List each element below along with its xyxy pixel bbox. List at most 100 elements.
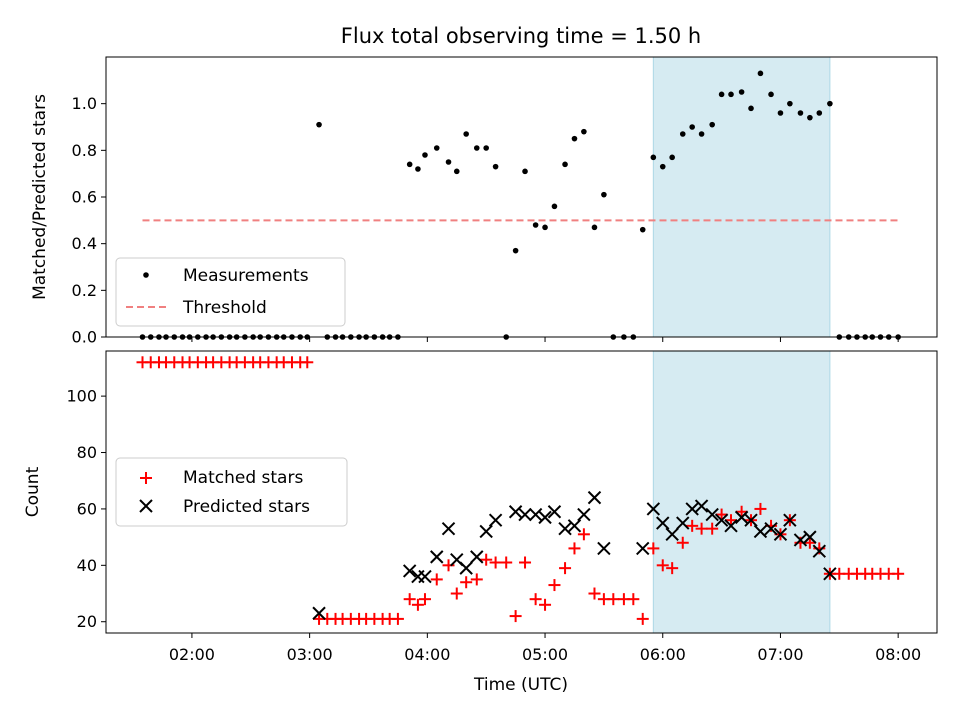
x-tick-label: 05:00	[522, 645, 568, 664]
matched-star-point	[500, 556, 513, 569]
matched-star-point	[656, 559, 669, 572]
measurement-point	[483, 145, 489, 151]
x-tick-label: 06:00	[640, 645, 686, 664]
predicted-star-point	[577, 507, 591, 522]
measurement-point	[797, 110, 804, 116]
top-y-tick-label: 1.0	[72, 94, 97, 113]
x-axis-label: Time (UTC)	[473, 675, 568, 695]
x-tick-label: 08:00	[875, 645, 921, 664]
predicted-star-point	[665, 527, 679, 542]
legend-matched-stars-label: Matched stars	[183, 468, 303, 488]
predicted-star-point	[558, 521, 572, 536]
predicted-star-point	[744, 513, 758, 527]
legend-measurements-marker	[143, 272, 149, 278]
bottom-panel-frame	[105, 350, 938, 634]
measurement-point	[728, 91, 734, 98]
predicted-star-point	[823, 567, 837, 581]
matched-star-point	[301, 356, 314, 369]
top-y-tick-label: 0.8	[72, 141, 97, 160]
measurement-point	[542, 224, 548, 231]
measurement-point	[453, 168, 460, 175]
measurement-point	[807, 114, 813, 121]
matched-star-point	[403, 593, 416, 606]
matched-star-point	[803, 536, 816, 549]
matched-star-point	[725, 514, 738, 527]
matched-star-point	[676, 536, 689, 549]
measurement-point	[492, 163, 499, 170]
predicted-star-point	[812, 544, 827, 558]
top-panel: 0.0 0.2 0.4 0.6 0.8 1.0 Matched/Predicted sta…	[30, 56, 938, 347]
predicted-star-point	[597, 541, 611, 556]
measurement-point	[709, 121, 715, 128]
matched-star-point	[529, 593, 542, 606]
measurement-point	[422, 152, 428, 158]
bottom-observing-window	[652, 350, 831, 634]
predicted-star-point	[705, 507, 719, 522]
measurement-point	[777, 110, 784, 116]
predicted-star-point	[587, 490, 602, 505]
predicted-star-point	[783, 513, 797, 527]
matched-star-point	[588, 587, 601, 600]
bottom-panel: 20 40 60 80 100 Count Matched stars Predicte…	[23, 350, 938, 634]
predicted-star-point	[724, 519, 738, 533]
predicted-star-point	[773, 527, 788, 542]
bottom-legend: Matched stars Predicted stars	[115, 457, 348, 527]
measurement-point	[827, 100, 833, 107]
measurement-point	[768, 91, 774, 98]
predicted-star-point	[488, 513, 503, 527]
matched-star-point	[627, 593, 640, 606]
top-y-tick-label: 0.0	[72, 328, 97, 347]
predicted-star-point	[636, 541, 650, 556]
matched-star-point	[647, 542, 660, 555]
x-tick-label: 02:00	[169, 645, 215, 664]
matched-star-point	[430, 573, 443, 586]
measurement-point	[816, 110, 823, 116]
predicted-star-point	[567, 519, 582, 533]
matched-star-point	[568, 542, 581, 555]
top-observing-window	[652, 56, 831, 338]
predicted-star-point	[793, 533, 808, 547]
x-tick-label: 04:00	[404, 645, 450, 664]
bottom-y-axis-label: Count	[23, 466, 43, 517]
matched-star-point	[607, 593, 620, 606]
bottom-y-tick-label: 80	[77, 443, 97, 462]
matched-star-point	[450, 587, 463, 600]
legend-measurements-label: Measurements	[183, 266, 309, 286]
measurement-point	[738, 89, 745, 95]
measurement-point	[639, 226, 646, 233]
predicted-star-point	[312, 606, 326, 620]
measurement-point	[689, 124, 695, 130]
predicted-star-point	[676, 516, 690, 530]
measurement-point	[787, 100, 793, 107]
matched-star-point	[735, 505, 748, 518]
predicted-star-point	[430, 550, 444, 564]
measurement-point	[433, 145, 440, 151]
predicted-star-point	[764, 521, 778, 536]
predicted-star-point	[538, 510, 552, 525]
measurement-point	[698, 131, 705, 137]
matched-star-point	[480, 553, 493, 566]
measurement-point	[522, 168, 528, 175]
measurement-point	[650, 154, 657, 161]
measurement-point	[757, 70, 764, 77]
predicted-star-point	[402, 564, 417, 578]
matched-star-point	[548, 579, 561, 592]
measurement-point	[406, 161, 413, 168]
predicted-star-point	[441, 521, 456, 536]
matched-star-point	[418, 593, 431, 606]
predicted-star-point	[470, 550, 484, 564]
measurement-point	[601, 191, 607, 198]
x-tick-label: 03:00	[287, 645, 333, 664]
predicted-star-point	[694, 499, 709, 513]
predicted-star-point	[753, 524, 768, 539]
top-legend: Measurements Threshold	[115, 257, 346, 327]
chart-title: Flux total observing time = 1.50 h	[341, 24, 701, 48]
matched-star-point	[577, 528, 590, 541]
matched-star-point	[489, 556, 502, 569]
measurement-point	[512, 247, 519, 254]
measurement-point	[532, 222, 539, 228]
measurement-point	[659, 163, 666, 170]
bottom-legend-box	[115, 457, 348, 527]
predicted-star-point	[656, 516, 670, 530]
